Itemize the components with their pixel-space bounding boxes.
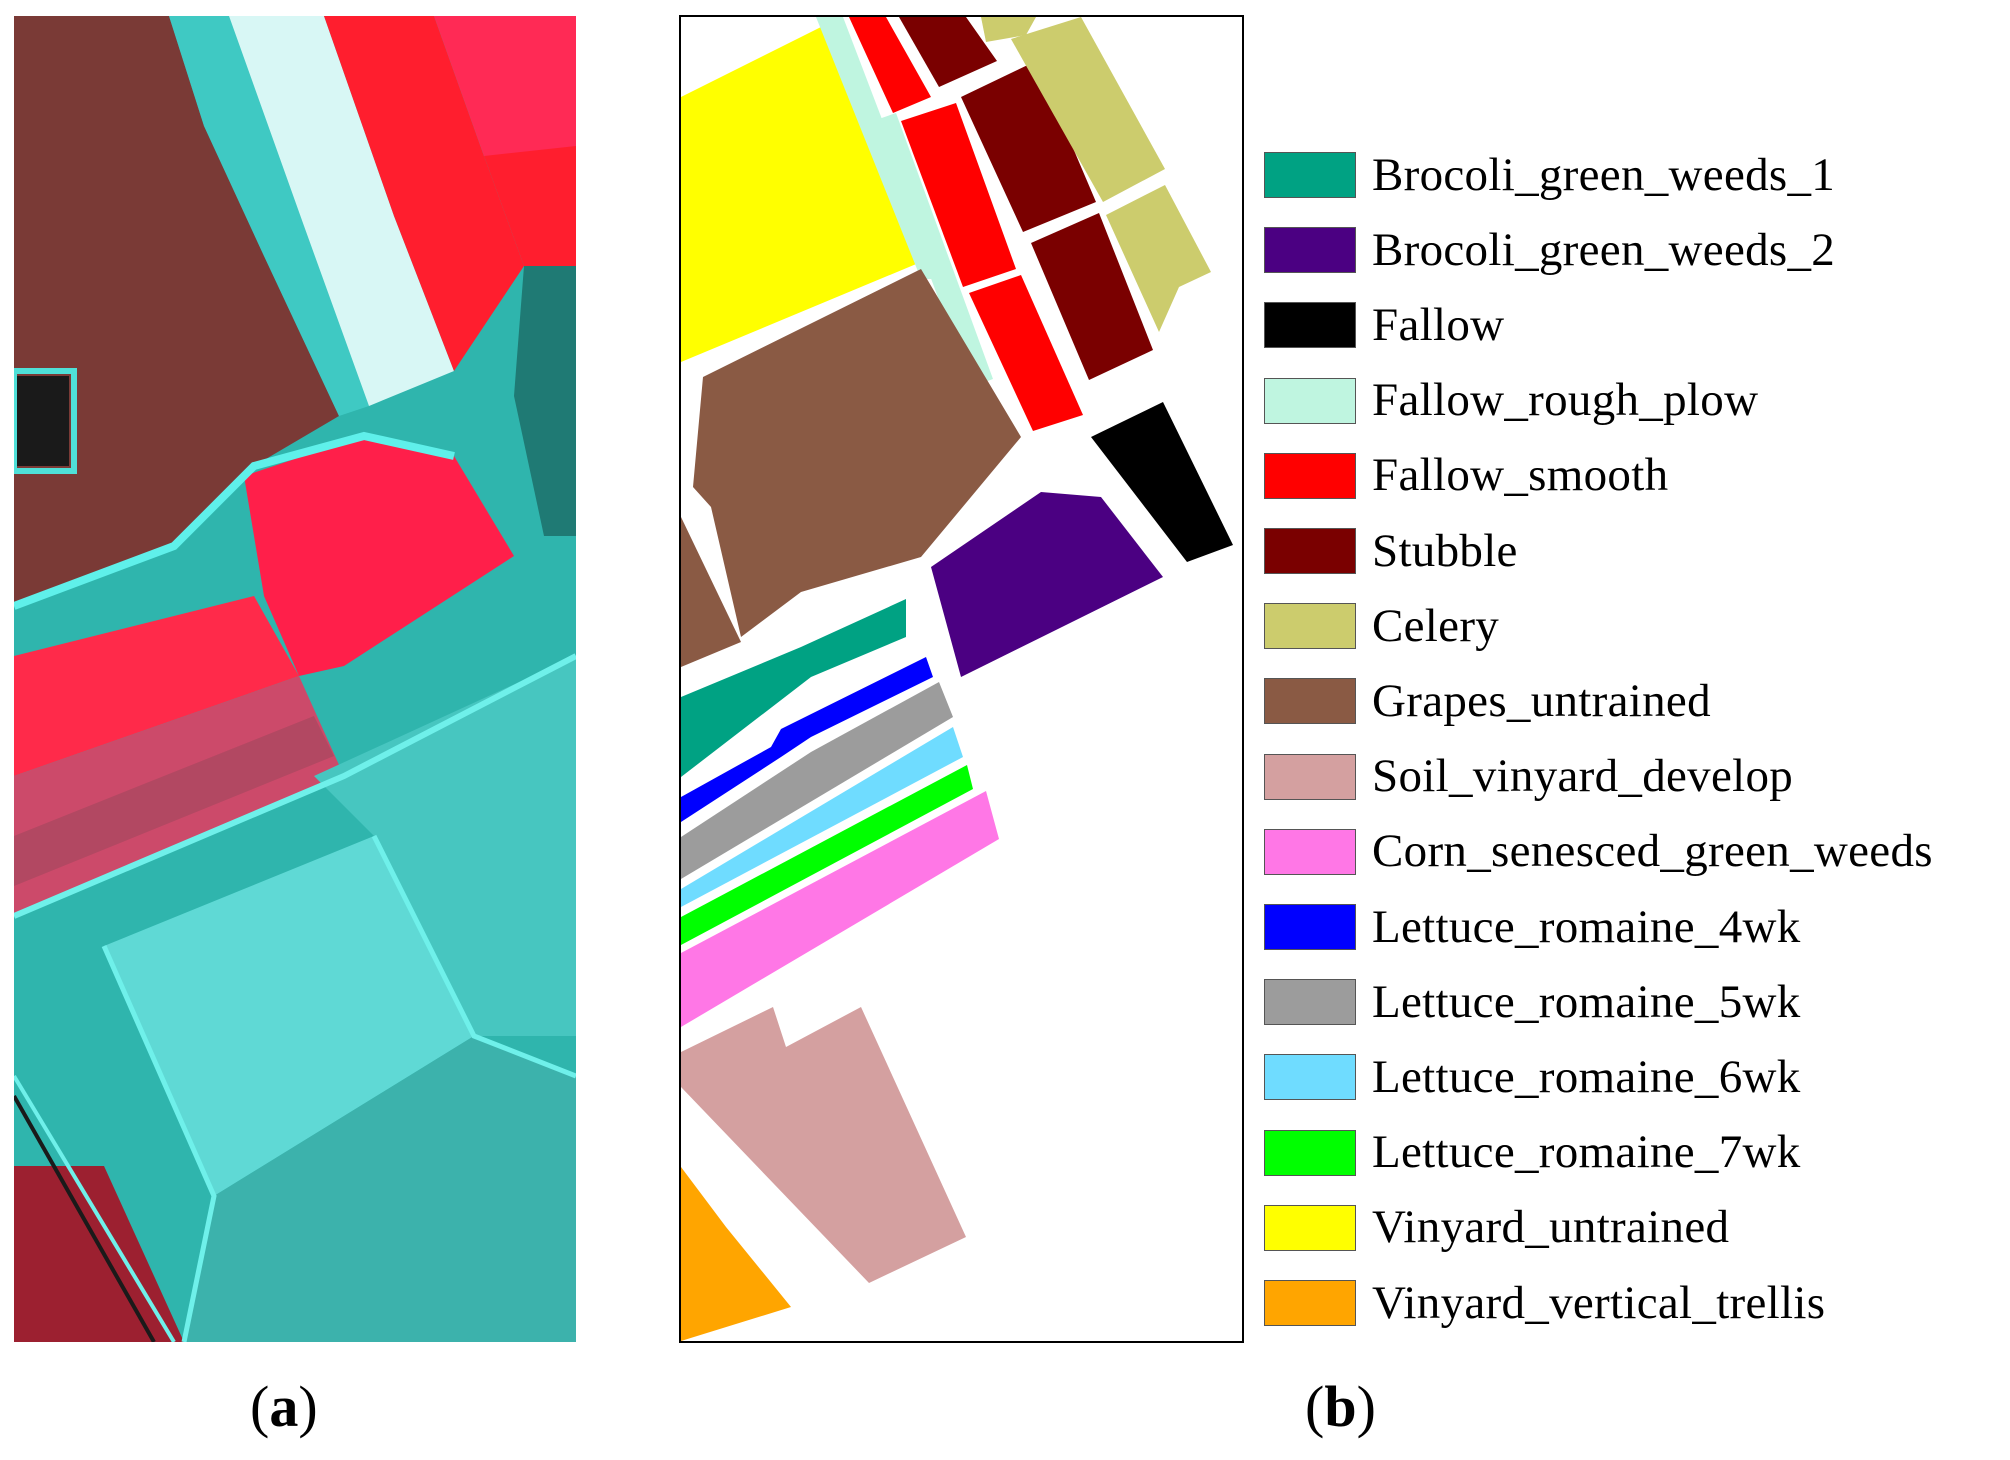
ground-truth-map-drawing [681, 17, 1242, 1341]
legend-swatch [1264, 828, 1356, 875]
legend-label: Grapes_untrained [1372, 674, 1711, 727]
legend-item: Soil_vinyard_develop [1264, 747, 1793, 807]
legend-swatch [1264, 1054, 1356, 1101]
legend-item: Lettuce_romaine_6wk [1264, 1047, 1801, 1107]
legend-item: Stubble [1264, 521, 1518, 581]
legend-swatch [1264, 979, 1356, 1026]
legend-swatch [1264, 1129, 1356, 1176]
legend-label: Fallow_smooth [1372, 449, 1669, 502]
caption-b-letter: b [1324, 1374, 1357, 1439]
legend-label: Vinyard_vertical_trellis [1372, 1276, 1826, 1329]
legend-swatch [1264, 603, 1356, 650]
legend-label: Lettuce_romaine_6wk [1372, 1050, 1801, 1103]
legend-swatch [1264, 528, 1356, 574]
legend-label: Vinyard_untrained [1372, 1201, 1730, 1254]
legend-label: Fallow [1372, 298, 1505, 351]
legend-item: Fallow [1264, 295, 1504, 355]
legend-swatch [1264, 377, 1356, 424]
legend-swatch [1264, 452, 1356, 499]
legend-label: Fallow_rough_plow [1372, 374, 1759, 427]
legend-label: Corn_senesced_green_weeds [1372, 825, 1933, 878]
legend-label: Stubble [1372, 524, 1518, 577]
legend-label: Lettuce_romaine_5wk [1372, 975, 1801, 1028]
legend-swatch [1264, 302, 1356, 349]
legend-item: Fallow_rough_plow [1264, 371, 1758, 431]
legend-item: Brocoli_green_weeds_2 [1264, 220, 1835, 280]
caption-b-close: ) [1356, 1374, 1376, 1439]
legend-item: Fallow_smooth [1264, 446, 1668, 506]
legend-swatch [1264, 1204, 1356, 1251]
legend-swatch [1264, 753, 1356, 800]
legend-swatch [1264, 227, 1356, 274]
legend-item: Vinyard_untrained [1264, 1198, 1729, 1258]
legend-label: Lettuce_romaine_4wk [1372, 900, 1801, 953]
caption-a-letter: a [269, 1374, 299, 1439]
legend-label: Soil_vinyard_develop [1372, 750, 1794, 803]
legend-item: Lettuce_romaine_4wk [1264, 897, 1801, 957]
ground-truth-map [679, 15, 1244, 1343]
legend-swatch [1264, 152, 1356, 198]
legend-item: Lettuce_romaine_5wk [1264, 972, 1801, 1032]
legend-item: Lettuce_romaine_7wk [1264, 1123, 1801, 1183]
legend-item: Celery [1264, 596, 1499, 656]
legend-label: Lettuce_romaine_7wk [1372, 1126, 1801, 1179]
caption-a-close: ) [298, 1374, 318, 1439]
legend-item: Grapes_untrained [1264, 671, 1711, 731]
caption-a-open: ( [250, 1374, 270, 1439]
legend-item: Vinyard_vertical_trellis [1264, 1273, 1825, 1333]
legend-swatch [1264, 678, 1356, 725]
legend-item: Corn_senesced_green_weeds [1264, 822, 1933, 882]
legend-item: Brocoli_green_weeds_1 [1264, 145, 1835, 205]
legend-label: Brocoli_green_weeds_1 [1372, 148, 1836, 201]
legend-swatch [1264, 904, 1356, 950]
legend-label: Brocoli_green_weeds_2 [1372, 223, 1836, 276]
false-color-satellite-image [14, 16, 576, 1342]
caption-a: (a) [250, 1378, 318, 1436]
legend-label: Celery [1372, 599, 1500, 652]
caption-b: (b) [1305, 1378, 1376, 1436]
caption-b-open: ( [1305, 1374, 1325, 1439]
legend-swatch [1264, 1280, 1356, 1326]
